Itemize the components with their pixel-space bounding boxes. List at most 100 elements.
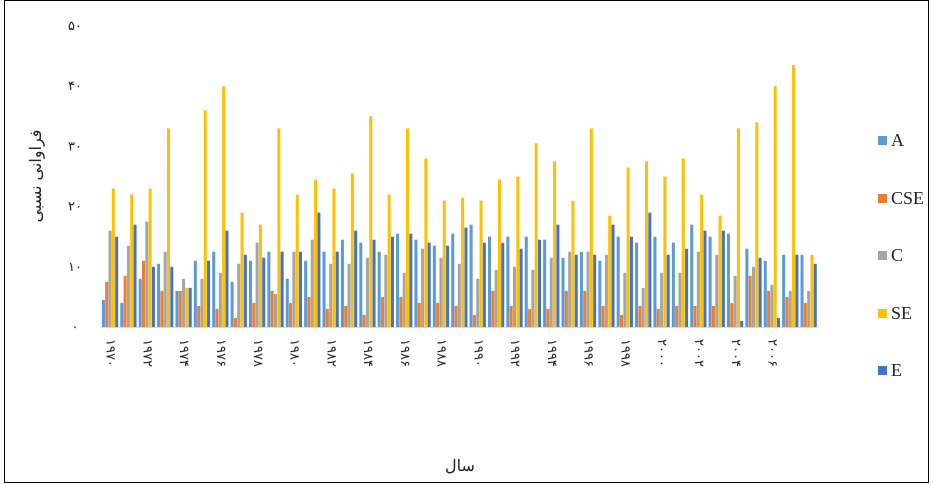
bar-a-1986	[396, 233, 400, 327]
bar-cse-1980	[289, 302, 293, 327]
y-tick-label: ۴۰	[68, 79, 82, 94]
bar-se-1972	[148, 188, 152, 327]
bar-c-1984	[365, 257, 369, 327]
bar-se-1991	[497, 179, 501, 327]
bar-c-1982	[329, 263, 333, 327]
bar-cse-2001	[675, 305, 679, 327]
legend-swatch-cse	[878, 194, 887, 203]
bar-e-2004	[740, 320, 744, 327]
bar-e-1983	[354, 230, 358, 327]
bar-se-2008	[810, 254, 814, 327]
bar-e-1994	[556, 224, 560, 327]
bar-e-2008	[813, 263, 817, 327]
bar-c-2000	[660, 272, 664, 327]
bar-se-2004	[736, 128, 740, 327]
bar-a-1973	[157, 263, 161, 327]
bar-a-1984	[359, 242, 363, 327]
bar-c-1980	[292, 251, 296, 327]
bar-a-1999	[635, 242, 639, 327]
bar-c-1983	[347, 263, 351, 327]
bar-cse-1988	[436, 302, 440, 327]
legend-label-a: A	[891, 130, 904, 150]
bar-a-1996	[579, 251, 583, 327]
bar-c-2008	[807, 290, 811, 327]
bar-se-1992	[516, 176, 520, 327]
bar-a-1982	[322, 251, 326, 327]
bar-a-1994	[543, 239, 547, 327]
bar-se-1981	[314, 179, 318, 327]
bar-e-1988	[446, 245, 450, 327]
bar-se-1983	[350, 173, 354, 327]
x-tick-label: ۱۹۸۲	[323, 339, 338, 367]
bar-se-2001	[681, 158, 685, 327]
bar-se-1987	[424, 158, 428, 327]
bar-e-2002	[703, 230, 707, 327]
bar-e-1977	[243, 254, 247, 327]
bar-a-2004	[727, 233, 731, 327]
bar-a-1993	[524, 236, 528, 327]
bar-a-1989	[451, 233, 455, 327]
bar-se-1971	[130, 194, 134, 327]
bar-cse-1975	[197, 305, 201, 327]
bar-c-1985	[384, 254, 388, 327]
bar-e-1974	[188, 287, 192, 327]
bar-c-1988	[439, 257, 443, 327]
legend-label-se: SE	[891, 303, 912, 323]
bar-e-1972	[151, 266, 155, 327]
bar-a-1983	[340, 239, 344, 327]
bar-e-1985	[390, 236, 394, 327]
bar-se-2002	[700, 194, 704, 327]
x-axis-label: سال	[445, 456, 475, 475]
bar-a-1971	[120, 302, 124, 327]
bar-c-1987	[421, 248, 425, 327]
bar-c-2003	[715, 254, 719, 327]
x-tick-label: ۲۰۰۴	[728, 339, 743, 367]
bar-se-1998	[626, 167, 630, 327]
bar-cse-2007	[785, 296, 789, 327]
legend-swatch-e	[878, 366, 887, 375]
bar-c-1989	[457, 263, 461, 327]
bar-a-2000	[653, 236, 657, 327]
y-axis-ticks: ۰ ۱۰ ۲۰ ۳۰ ۴۰ ۵۰	[68, 19, 82, 335]
bar-e-1992	[519, 248, 523, 327]
bar-c-1986	[402, 272, 406, 327]
bar-e-1975	[207, 260, 211, 327]
bar-a-1974	[175, 290, 179, 327]
bar-cse-2006	[767, 290, 771, 327]
bar-e-1995	[574, 254, 578, 327]
bar-cse-2005	[748, 275, 752, 327]
x-tick-label: ۲۰۰۶	[765, 339, 780, 367]
bar-cse-2008	[803, 302, 807, 327]
bar-cse-1990	[472, 314, 476, 327]
bar-c-1991	[494, 269, 498, 327]
bar-a-1981	[304, 260, 308, 327]
bar-cse-1973	[160, 290, 164, 327]
bar-e-2001	[685, 248, 689, 327]
bar-e-2007	[795, 254, 799, 327]
bar-c-1995	[568, 251, 572, 327]
bar-c-1978	[255, 242, 259, 327]
bar-se-1977	[240, 212, 244, 327]
bar-e-1993	[538, 239, 542, 327]
bar-a-1978	[249, 260, 253, 327]
x-tick-label: ۲۰۰۲	[691, 339, 706, 367]
bar-se-1974	[185, 287, 189, 327]
x-tick-label: ۱۹۹۴	[544, 339, 559, 367]
bar-se-1994	[553, 161, 557, 327]
bar-se-1980	[295, 194, 299, 327]
bar-se-1978	[258, 224, 262, 327]
bar-e-1976	[225, 230, 229, 327]
bar-se-1976	[222, 86, 226, 327]
bar-cse-1982	[325, 308, 329, 327]
bar-e-1973	[170, 266, 174, 327]
bar-a-1998	[616, 236, 620, 327]
x-tick-label: ۱۹۹۸	[617, 339, 632, 367]
bar-se-2007	[792, 65, 796, 327]
legend-swatch-a	[878, 136, 887, 145]
bar-se-1990	[479, 200, 483, 327]
x-tick-label: ۱۹۷۸	[250, 339, 265, 367]
y-tick-label: ۱۰	[68, 260, 82, 275]
bar-a-1976	[212, 251, 216, 327]
x-tick-label: ۱۹۹۶	[581, 339, 596, 367]
bar-e-1986	[409, 233, 413, 327]
